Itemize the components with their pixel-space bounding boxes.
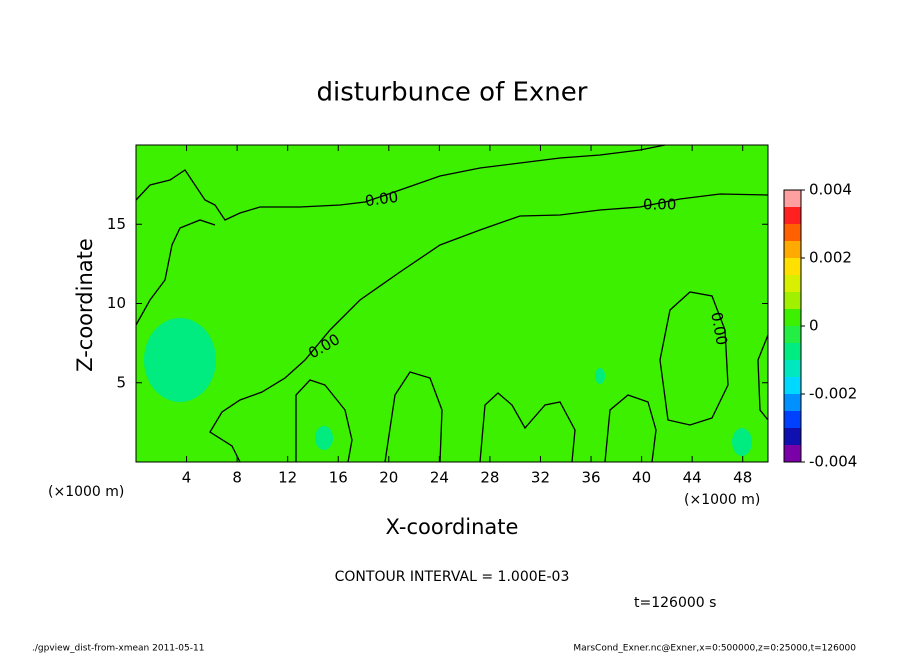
x-tick-label: 48 bbox=[733, 469, 752, 487]
contour-line bbox=[604, 394, 657, 463]
colorbar-bin bbox=[784, 207, 801, 224]
colorbar-bin bbox=[784, 275, 801, 292]
contour-line bbox=[135, 219, 216, 326]
plot-field bbox=[136, 145, 768, 462]
colorbar-bin bbox=[784, 326, 801, 343]
contour-label: 0.00 bbox=[364, 188, 400, 210]
colorbar-bin bbox=[784, 309, 801, 326]
colorbar-tick-label: 0.002 bbox=[809, 249, 852, 267]
contour-line bbox=[135, 144, 666, 221]
y-tick-label: 15 bbox=[107, 215, 126, 233]
x-tick-label: 28 bbox=[480, 469, 499, 487]
contour-label: 0.00 bbox=[707, 311, 731, 347]
y-tick-label: 5 bbox=[116, 373, 126, 391]
colorbar-bin bbox=[784, 190, 801, 207]
colorbar-tick-label: -0.004 bbox=[809, 453, 857, 471]
colorbar-bin bbox=[784, 360, 801, 377]
colorbar-tick-label: -0.002 bbox=[809, 385, 857, 403]
contour-region bbox=[595, 368, 605, 384]
contour-line bbox=[479, 392, 576, 463]
colorbar-bin bbox=[784, 292, 801, 309]
x-tick-label: 8 bbox=[232, 469, 242, 487]
colorbar-tick-label: 0.004 bbox=[809, 181, 852, 199]
colorbar-bin bbox=[784, 377, 801, 394]
colorbar-tick-label: 0 bbox=[809, 317, 819, 335]
colorbar-bin bbox=[784, 258, 801, 275]
colorbar-bin bbox=[784, 224, 801, 241]
x-tick-label: 24 bbox=[430, 469, 449, 487]
contour-line bbox=[384, 371, 443, 463]
contour-line bbox=[659, 291, 729, 426]
footer-right: MarsCond_Exner.nc@Exner,x=0:500000,z=0:2… bbox=[573, 644, 856, 654]
x-tick-label: 20 bbox=[379, 469, 398, 487]
x-tick-label: 32 bbox=[531, 469, 550, 487]
colorbar-bin bbox=[784, 241, 801, 258]
negative-regions bbox=[144, 318, 752, 456]
colorbar-bin bbox=[784, 428, 801, 445]
x-tick-label: 40 bbox=[632, 469, 651, 487]
x-tick-label: 16 bbox=[329, 469, 348, 487]
colorbar-bin bbox=[784, 445, 801, 462]
contour-label: 0.00 bbox=[643, 196, 676, 214]
colorbar-bin bbox=[784, 343, 801, 360]
contour-interval: CONTOUR INTERVAL = 1.000E-03 bbox=[335, 569, 570, 585]
x-tick-label: 12 bbox=[278, 469, 297, 487]
contour-region bbox=[732, 428, 752, 456]
contour-region bbox=[315, 426, 333, 450]
y-axis-label: Z-coordinate bbox=[73, 238, 97, 372]
contour-line bbox=[757, 334, 769, 421]
y-tick-label: 10 bbox=[107, 294, 126, 312]
contour-line bbox=[209, 193, 769, 463]
footer-left: ./gpview_dist-from-xmean 2011-05-11 bbox=[32, 644, 204, 654]
time-label: t=126000 s bbox=[634, 595, 716, 611]
x-tick-label: 36 bbox=[581, 469, 600, 487]
x-axis-label: X-coordinate bbox=[386, 515, 519, 539]
contour-lines bbox=[135, 144, 769, 463]
contour-region bbox=[144, 318, 216, 402]
chart-title: disturbunce of Exner bbox=[317, 78, 588, 108]
x-tick-label: 4 bbox=[182, 469, 192, 487]
colorbar-bin bbox=[784, 411, 801, 428]
contour-line bbox=[295, 379, 353, 463]
colorbar-bin bbox=[784, 394, 801, 411]
x-unit-label: (×1000 m) bbox=[48, 484, 124, 500]
x-tick-label: 44 bbox=[683, 469, 702, 487]
x-unit-label: (×1000 m) bbox=[684, 492, 760, 508]
